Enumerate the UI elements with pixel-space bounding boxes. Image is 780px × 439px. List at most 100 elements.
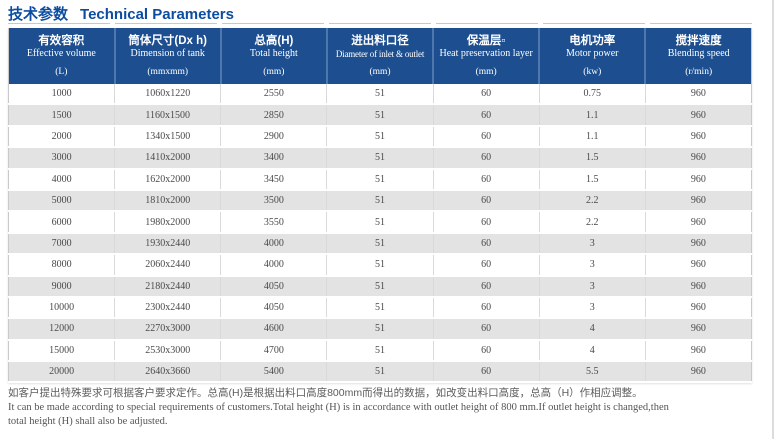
table-cell: 60 [433,361,540,384]
table-cell: 0.75 [539,84,646,106]
table-cell: 1810x2000 [114,189,222,213]
column-header-english: Blending speed [667,48,730,59]
column-header-chinese: 进出料口径 [351,35,409,47]
column-header-unit: (mm) [369,67,391,77]
table-row: 6000 1980x2000 3550 51 60 2.2 960 [8,211,752,234]
column-header-chinese: 有效容积 [38,35,85,47]
table-cell: 60 [433,104,540,127]
column-header-unit: (r/min) [685,67,713,77]
column-header-english: Dimension of tank [130,48,205,59]
table-cell: 9000 [8,275,116,298]
table-cell: 51 [326,361,434,384]
table-cell: 960 [645,296,752,320]
table-cell: 60 [433,84,540,106]
page-title-english: Technical Parameters [80,6,234,23]
table-cell: 960 [645,318,752,341]
table-cell: 3 [539,254,646,277]
table-cell: 1340x1500 [114,125,222,149]
table-cell: 960 [645,361,752,384]
table-cell: 4000 [220,232,328,256]
table-cell: 51 [326,232,434,256]
table-cell: 1.1 [539,125,646,149]
table-cell: 960 [645,168,752,191]
table-cell: 1160x1500 [114,104,222,127]
footer-notes: 如客户提出特殊要求可根据客户要求定作。总高(H)是根据出料口高度800mm而得出… [8,386,760,429]
table-cell: 1980x2000 [114,211,222,234]
column-header-unit: (mmxmm) [147,67,189,77]
table-cell: 4600 [220,318,328,341]
table-cell: 7000 [8,232,116,256]
table-cell: 960 [645,232,752,256]
table-row: 12000 2270x3000 4600 51 60 4 960 [8,318,752,341]
table-cell: 2270x3000 [114,318,222,341]
column-header-unit: (mm) [263,67,285,77]
table-cell: 15000 [8,339,116,363]
table-cell: 2180x2440 [114,275,222,298]
table-cell: 1060x1220 [114,84,222,106]
table-cell: 60 [433,339,540,363]
table-cell: 60 [433,168,540,191]
table-cell: 5000 [8,189,116,213]
column-header-unit: (kw) [583,67,602,77]
table-cell: 960 [645,254,752,277]
table-cell: 51 [326,254,434,277]
table-cell: 1.5 [539,147,646,170]
column-header-5: 保温层▫ Heat preservation layer (mm) [433,28,541,84]
page-title: 技术参数 Technical Parameters [8,3,234,24]
column-header-7: 搅拌速度 Blending speed (r/min) [645,28,752,84]
table-cell: 3500 [220,189,328,213]
table-cell: 4000 [8,168,116,191]
table-row: 8000 2060x2440 4000 51 60 3 960 [8,254,752,277]
rule-segment [115,23,217,24]
table-row: 4000 1620x2000 3450 51 60 1.5 960 [8,168,752,191]
table-cell: 3 [539,275,646,298]
column-header-chinese: 保温层▫ [466,35,506,47]
technical-parameters-table: 有效容积 Effective volume (L) 筒体尺寸(Dx h) Dimensi… [8,28,752,384]
rule-segment [8,23,110,24]
table-row: 2000 1340x1500 2900 51 60 1.1 960 [8,125,752,149]
table-row: 1500 1160x1500 2850 51 60 1.1 960 [8,104,752,127]
note-chinese: 如客户提出特殊要求可根据客户要求定作。总高(H)是根据出料口高度800mm而得出… [8,387,643,399]
rule-segment [650,23,752,24]
table-cell: 8000 [8,254,116,277]
column-header-chinese: 电机功率 [569,35,616,47]
column-header-english: Motor power [566,48,619,59]
table-cell: 960 [645,189,752,213]
table-cell: 1000 [8,84,116,106]
table-cell: 2060x2440 [114,254,222,277]
column-header-english: Effective volume [26,48,96,59]
table-cell: 12000 [8,318,116,341]
table-cell: 960 [645,125,752,149]
table-cell: 51 [326,168,434,191]
table-cell: 4050 [220,296,328,320]
table-cell: 5400 [220,361,328,384]
table-cell: 5.5 [539,361,646,384]
column-header-6: 电机功率 Motor power (kw) [539,28,647,84]
table-body: 1000 1060x1220 2550 51 60 0.75 960 1500 1160x150… [8,84,752,384]
table-cell: 2850 [220,104,328,127]
table-cell: 60 [433,125,540,149]
table-cell: 1.1 [539,104,646,127]
table-cell: 60 [433,254,540,277]
table-top-rule [8,23,752,24]
column-header-english: Diameter of inlet & outlet [335,49,425,59]
table-cell: 20000 [8,361,116,384]
table-cell: 960 [645,104,752,127]
page-edge-divider [772,0,774,439]
table-cell: 6000 [8,211,116,234]
table-row: 1000 1060x1220 2550 51 60 0.75 960 [8,84,752,106]
table-cell: 60 [433,211,540,234]
note-english-line1: It can be made according to special requ… [8,402,669,413]
table-cell: 960 [645,147,752,170]
table-cell: 2550 [220,84,328,106]
column-header-unit: (mm) [475,67,497,77]
table-cell: 1620x2000 [114,168,222,191]
table-cell: 10000 [8,296,116,320]
table-cell: 1410x2000 [114,147,222,170]
table-cell: 2.2 [539,211,646,234]
table-header-row: 有效容积 Effective volume (L) 筒体尺寸(Dx h) Dimensi… [8,28,752,84]
table-cell: 51 [326,296,434,320]
table-cell: 60 [433,189,540,213]
table-row: 15000 2530x3000 4700 51 60 4 960 [8,339,752,363]
table-row: 5000 1810x2000 3500 51 60 2.2 960 [8,189,752,213]
